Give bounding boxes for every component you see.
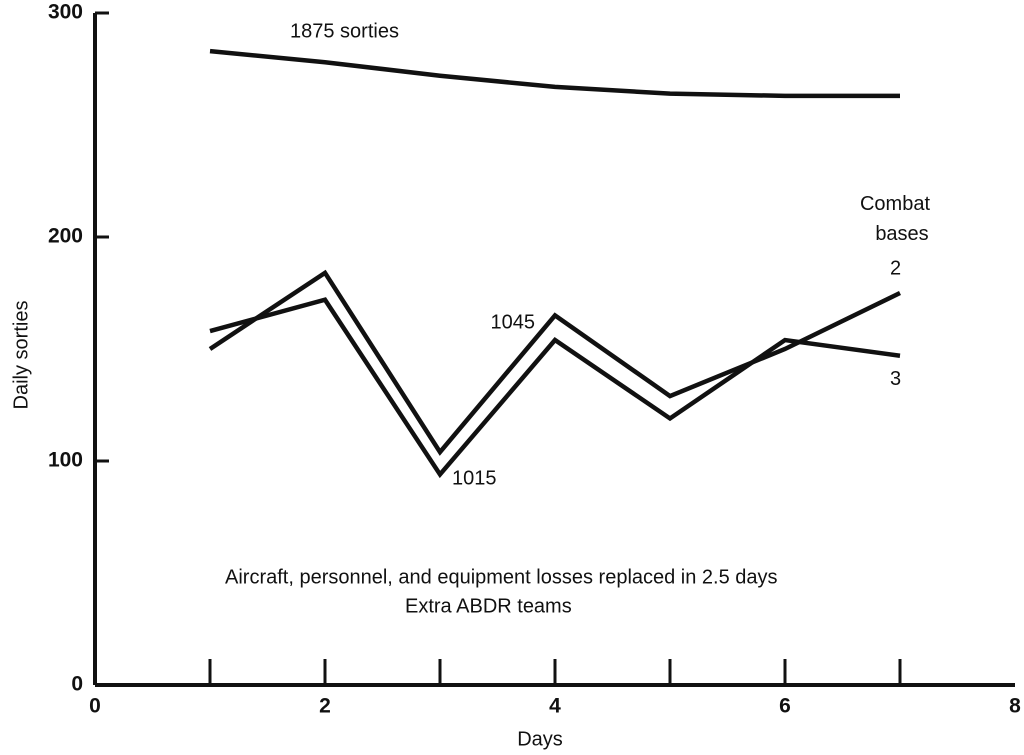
annotation: Aircraft, personnel, and equipment losse… [225,566,778,588]
x-tick-label: 4 [549,695,561,718]
x-tick-label: 2 [319,695,331,718]
y-tick-label: 100 [48,449,83,472]
series-label: 1875 sorties [290,21,399,43]
annotation: Extra ABDR teams [405,595,572,617]
series-label: 2 [890,257,901,279]
series-label: 3 [890,368,901,390]
y-tick-label: 300 [48,1,83,24]
x-tick-label: 0 [89,695,101,718]
legend-title: Combat bases [860,193,930,245]
x-tick-label: 8 [1009,695,1021,718]
x-tick-label: 6 [779,695,791,718]
annotation: 1015 [452,468,497,490]
series-line [209,297,901,479]
x-axis-label: Days [517,728,563,750]
series-line [208,269,901,456]
series-line [209,48,900,99]
y-tick-label: 0 [71,673,83,696]
y-tick-label: 200 [48,225,83,248]
annotation: 1045 [491,312,536,334]
y-axis-label: Daily sorties [10,301,32,410]
